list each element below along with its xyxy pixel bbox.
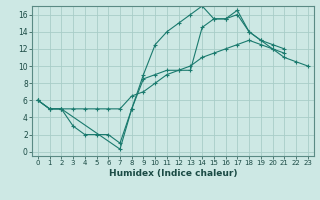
X-axis label: Humidex (Indice chaleur): Humidex (Indice chaleur)	[108, 169, 237, 178]
